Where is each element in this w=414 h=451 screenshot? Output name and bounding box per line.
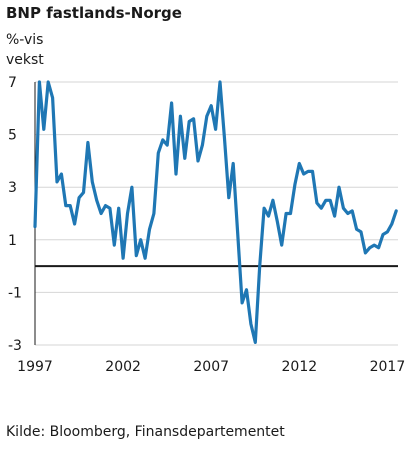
x-tick-label: 2007 — [193, 359, 229, 375]
y-tick-label: 5 — [8, 128, 17, 144]
series-line — [33, 80, 398, 344]
y-axis-label-line1: %-vis — [6, 32, 44, 48]
y-tick-label: 7 — [8, 75, 17, 91]
series-layer — [33, 80, 398, 344]
source-note: Kilde: Bloomberg, Finansdepartementet — [6, 424, 285, 440]
x-tick-label: 2002 — [105, 359, 141, 375]
x-tick-label: 2012 — [282, 359, 318, 375]
grid-lines — [34, 81, 398, 346]
y-axis-label-line2: vekst — [6, 52, 44, 68]
y-tick-label: -3 — [8, 338, 22, 354]
y-tick-label: 3 — [8, 180, 17, 196]
x-tick-label: 2017 — [370, 359, 406, 375]
x-tick-label: 1997 — [17, 359, 53, 375]
y-tick-label: -1 — [8, 285, 22, 301]
y-tick-label: 1 — [8, 233, 17, 249]
x-tick-labels: 1997 2002 2007 2012 2017 — [17, 359, 405, 375]
chart-title: BNP fastlands-Norge — [6, 4, 182, 22]
y-tick-labels: 7 5 3 1 -1 -3 — [8, 75, 22, 354]
